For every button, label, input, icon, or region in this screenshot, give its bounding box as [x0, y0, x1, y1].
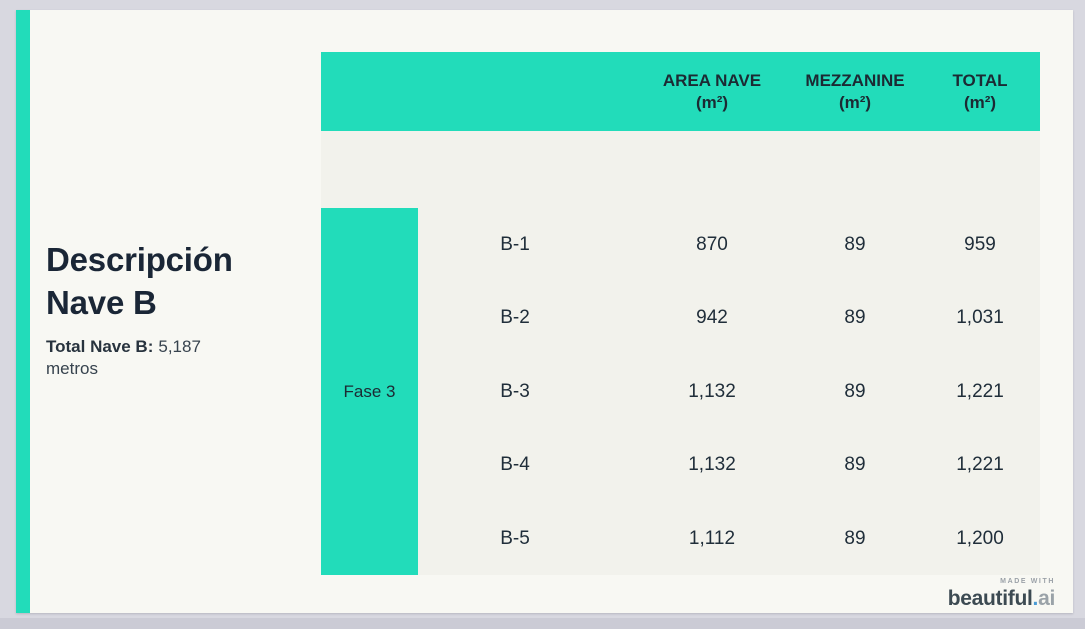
- made-with-label: MADE WITH: [1000, 578, 1055, 585]
- cell-total: 1,200: [956, 527, 1004, 549]
- row-label: B-3: [500, 380, 530, 402]
- column-header-mezzanine: MEZZANINE (m²): [795, 70, 915, 114]
- left-accent-bar: [16, 10, 30, 613]
- frame-bottom-strip: [0, 618, 1085, 629]
- cell-total: 959: [964, 234, 996, 255]
- subtitle-unit: metros: [46, 359, 98, 378]
- row-label: B-5: [500, 527, 530, 549]
- column-header-area-nave: AREA NAVE (m²): [652, 70, 772, 114]
- cell-total: 1,031: [956, 307, 1004, 329]
- subtitle-label: Total Nave B:: [46, 337, 154, 356]
- table-body: Fase 3 B-1 870 89 959 B-2 942 89 1,031 B…: [321, 208, 1040, 575]
- brand-dot: .: [1032, 587, 1039, 610]
- page-title-line2: Nave B: [46, 284, 157, 321]
- subtitle-value: 5,187: [158, 337, 201, 356]
- cell-mezzanine: 89: [844, 454, 866, 476]
- cell-area-nave: 1,112: [688, 527, 736, 549]
- table-row: B-4 1,132 89 1,221: [321, 428, 1040, 501]
- slide: Descripción Nave B Total Nave B: 5,187 me…: [16, 10, 1073, 613]
- cell-area-nave: 870: [696, 234, 728, 255]
- cell-total: 1,221: [956, 380, 1004, 402]
- cell-mezzanine: 89: [844, 234, 866, 255]
- cell-total: 1,221: [956, 454, 1004, 476]
- cell-area-nave: 942: [696, 307, 728, 329]
- group-cell-fase-3: Fase 3: [321, 208, 418, 575]
- column-header-area-nave-unit: (m²): [695, 92, 729, 112]
- beautiful-ai-logo: beautiful.ai: [947, 587, 1056, 610]
- row-label: B-2: [500, 307, 530, 329]
- cell-mezzanine: 89: [844, 307, 866, 329]
- row-label: B-4: [500, 454, 530, 476]
- cell-mezzanine: 89: [844, 527, 866, 549]
- title-block: Descripción Nave B Total Nave B: 5,187 me…: [46, 238, 316, 380]
- column-header-total-label: TOTAL: [952, 70, 1008, 90]
- cell-mezzanine: 89: [844, 380, 866, 402]
- cell-area-nave: 1,132: [688, 454, 736, 476]
- page-title: Descripción Nave B: [46, 238, 316, 324]
- cell-area-nave: 1,132: [688, 380, 736, 402]
- column-header-total: TOTAL (m²): [920, 70, 1040, 114]
- column-header-area-nave-label: AREA NAVE: [662, 70, 762, 90]
- row-label: B-1: [500, 234, 530, 255]
- page-title-line1: Descripción: [46, 241, 233, 278]
- table-header: AREA NAVE (m²) MEZZANINE (m²) TOTAL (m²): [321, 52, 1040, 131]
- column-header-mezzanine-label: MEZZANINE: [805, 70, 905, 90]
- brand-name: beautiful: [947, 587, 1033, 610]
- table-row: B-1 870 89 959: [321, 208, 1040, 281]
- brand-suffix: ai: [1038, 587, 1055, 610]
- slide-subtitle: Total Nave B: 5,187 metros: [46, 336, 316, 380]
- column-header-mezzanine-unit: (m²): [838, 92, 872, 112]
- table-row: B-3 1,132 89 1,221: [321, 355, 1040, 428]
- column-header-total-unit: (m²): [963, 92, 997, 112]
- table-row: B-2 942 89 1,031: [321, 281, 1040, 354]
- beautiful-ai-watermark: MADE WITH beautiful.ai: [947, 578, 1056, 610]
- table-body-background: [321, 131, 1040, 575]
- table-row: B-5 1,112 89 1,200: [321, 502, 1040, 575]
